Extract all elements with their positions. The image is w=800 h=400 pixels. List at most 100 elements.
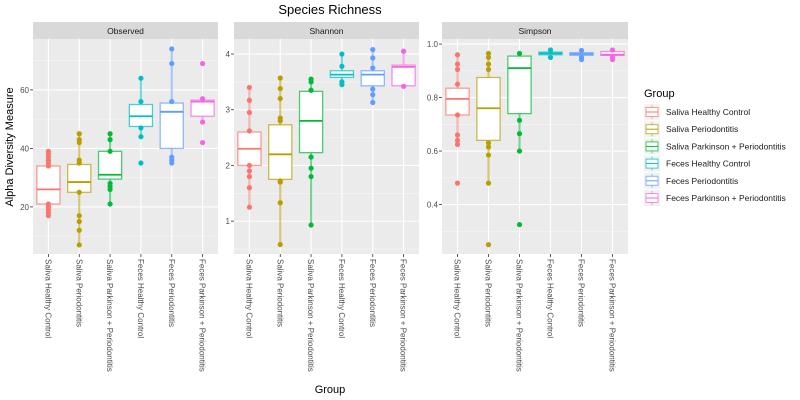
x-tick-label: Feces Parkinson + Periodontitis xyxy=(608,259,617,372)
data-point xyxy=(76,157,82,163)
legend-entry: Feces Parkinson + Periodontitis xyxy=(644,190,786,206)
data-point xyxy=(308,165,314,171)
data-point xyxy=(246,173,253,180)
boxplot-4 xyxy=(569,47,594,63)
panel-background xyxy=(33,39,218,254)
data-point xyxy=(516,50,523,57)
boxplot-4 xyxy=(360,46,385,106)
data-point xyxy=(246,109,253,116)
x-tick-label: Feces Periodontitis xyxy=(167,259,176,327)
data-point xyxy=(199,96,206,102)
data-point xyxy=(485,54,492,61)
data-point xyxy=(76,242,82,248)
data-point xyxy=(107,137,113,143)
x-tick-label: Saliva Healthy Control xyxy=(43,259,52,338)
data-point xyxy=(277,95,283,102)
boxplot-4 xyxy=(159,46,184,166)
facet-strip-label: Simpson xyxy=(518,26,551,36)
data-point xyxy=(370,65,376,71)
data-point xyxy=(246,204,253,210)
data-point xyxy=(76,213,82,219)
data-point xyxy=(277,85,283,92)
data-point xyxy=(76,131,82,137)
y-tick-label: 40 xyxy=(20,144,29,153)
data-point xyxy=(308,154,314,160)
y-tick-label: 0.8 xyxy=(427,94,439,103)
data-point xyxy=(485,61,492,67)
legend-entry: Feces Healthy Control xyxy=(644,155,750,172)
data-point xyxy=(107,148,113,154)
boxplot-1 xyxy=(476,50,501,248)
box xyxy=(391,64,416,87)
data-point xyxy=(454,112,461,118)
data-point xyxy=(107,180,113,187)
facet-strip xyxy=(33,22,218,39)
data-point xyxy=(277,178,283,184)
legend: Group Saliva Healthy Control Saliva Perio… xyxy=(644,88,786,206)
data-point xyxy=(454,180,461,186)
panel-observed: Observed 20 40 60 Saliva Healthy Control Sali… xyxy=(20,22,218,372)
boxplot-5 xyxy=(600,47,625,63)
data-point xyxy=(485,66,492,73)
data-point xyxy=(169,98,175,105)
data-point xyxy=(76,227,82,233)
x-tick-label: Feces Healthy Control xyxy=(136,259,145,338)
y-tick-label: 20 xyxy=(20,203,29,212)
data-point xyxy=(277,115,283,121)
x-tick-label: Feces Parkinson + Periodontitis xyxy=(198,259,207,372)
facet-strip xyxy=(442,22,628,39)
y-tick-label: 2 xyxy=(226,161,231,170)
data-point xyxy=(169,46,175,52)
data-point xyxy=(370,99,376,106)
box xyxy=(445,87,470,116)
boxplot-3 xyxy=(538,47,563,61)
data-point xyxy=(370,92,376,98)
data-point xyxy=(45,148,52,154)
y-tick-label: 60 xyxy=(20,86,29,95)
data-point xyxy=(578,47,585,54)
boxplot-2 xyxy=(298,76,324,228)
y-tick-label: 4 xyxy=(226,50,231,59)
data-point xyxy=(107,201,113,207)
data-point xyxy=(138,75,144,81)
x-tick-label: Saliva Healthy Control xyxy=(453,259,462,338)
data-point xyxy=(485,50,492,57)
boxplot-5 xyxy=(391,48,416,89)
data-point xyxy=(246,128,253,134)
boxplot-3 xyxy=(128,75,154,166)
data-point xyxy=(76,189,82,195)
data-point xyxy=(246,97,253,103)
legend-entry: Saliva Parkinson + Periodontitis xyxy=(644,138,786,155)
data-point xyxy=(400,83,407,89)
legend-label: Feces Healthy Control xyxy=(666,159,750,169)
data-point xyxy=(138,98,144,105)
legend-label: Feces Parkinson + Periodontitis xyxy=(666,193,786,203)
facet-strip-label: Observed xyxy=(107,26,144,36)
boxplot-0 xyxy=(36,148,61,219)
data-point xyxy=(76,218,82,225)
legend-title: Group xyxy=(644,88,675,100)
panel-background xyxy=(442,39,628,254)
data-point xyxy=(169,60,175,67)
data-point xyxy=(277,75,283,81)
boxplot-5 xyxy=(190,60,215,146)
legend-entry: Saliva Healthy Control xyxy=(644,104,750,120)
x-tick-label: Feces Healthy Control xyxy=(546,259,555,338)
y-tick-label: 1 xyxy=(226,217,231,226)
box xyxy=(36,165,61,205)
box xyxy=(190,99,215,117)
data-point xyxy=(138,160,144,166)
data-point xyxy=(454,132,461,138)
data-point xyxy=(609,54,616,61)
data-point xyxy=(169,154,175,160)
panel-simpson: Simpson 0.4 0.6 0.8 1.0 Saliva Healthy Contro… xyxy=(427,22,628,372)
panel-background xyxy=(234,39,419,254)
data-point xyxy=(199,139,206,146)
data-point xyxy=(370,86,376,92)
box xyxy=(67,163,92,193)
y-tick-label: 0.4 xyxy=(427,201,439,210)
chart-title: Species Richness xyxy=(278,2,382,17)
data-point xyxy=(454,52,461,58)
box xyxy=(507,55,532,115)
legend-label: Saliva Healthy Control xyxy=(666,107,750,117)
